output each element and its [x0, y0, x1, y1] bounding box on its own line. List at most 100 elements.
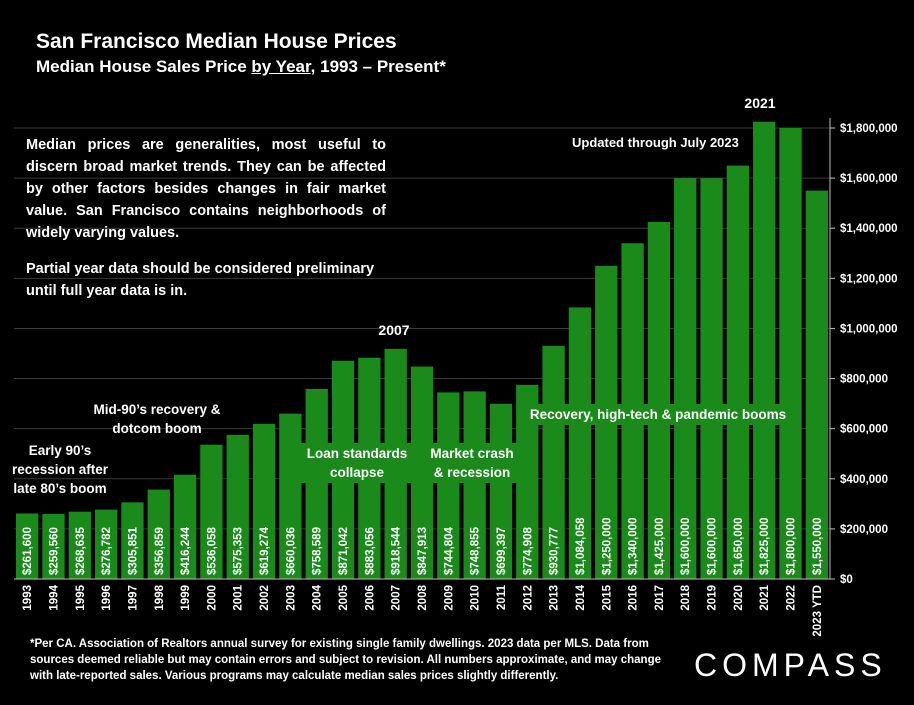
bar	[173, 474, 197, 579]
x-tick-label: 2002	[259, 585, 271, 611]
x-tick-label: 2009	[443, 585, 455, 611]
bar-value-label: $883,056	[364, 527, 376, 575]
bar-value-label: $356,859	[154, 527, 166, 575]
x-tick-label: 2012	[522, 585, 534, 611]
x-tick-label: 2011	[496, 584, 508, 610]
x-tick-label: 2001	[233, 584, 245, 610]
bar	[252, 423, 276, 579]
bar	[700, 178, 723, 579]
bar-value-label: $744,804	[443, 526, 455, 575]
bar	[226, 434, 249, 579]
chart-subtitle: Median House Sales Price by Year, 1993 –…	[36, 57, 446, 77]
y-tick-label: $800,000	[840, 374, 888, 386]
y-tick-label: $1,600,000	[840, 173, 898, 185]
compass-logo: COMPASS	[694, 647, 887, 683]
y-tick-label: $400,000	[840, 474, 888, 486]
bar	[463, 391, 486, 579]
bar-value-label: $847,913	[417, 527, 429, 575]
bar-value-label: $918,544	[391, 526, 403, 575]
y-tick-label: $200,000	[840, 524, 888, 536]
bar	[647, 221, 671, 580]
bar	[753, 121, 776, 579]
footnote: *Per CA. Association of Realtors annual …	[30, 638, 661, 682]
bar-value-label: $758,589	[312, 527, 324, 575]
bar-value-label: $1,550,000	[812, 517, 824, 575]
x-tick-label: 2020	[733, 585, 745, 611]
bar-value-label: $930,777	[549, 527, 561, 575]
bar-value-label: $774,908	[522, 526, 534, 575]
callout-peak-2007: 2007	[378, 322, 410, 338]
x-tick-label: 2023 YTD	[812, 585, 824, 637]
y-tick-label: $1,000,000	[840, 323, 898, 335]
bar-value-label: $1,084,058	[575, 517, 587, 575]
x-tick-label: 2019	[707, 585, 719, 611]
x-tick-label: 1997	[127, 585, 139, 611]
bar-value-label: $1,425,000	[654, 517, 666, 575]
x-tick-label: 2006	[364, 585, 376, 611]
note-partial: Partial year data should be considered p…	[26, 261, 375, 299]
bar-value-label: $1,600,000	[707, 517, 719, 575]
y-tick-label: $1,400,000	[840, 223, 898, 235]
bar	[42, 513, 65, 579]
x-tick-label: 2010	[470, 585, 482, 611]
x-tick-label: 2004	[312, 584, 324, 610]
x-tick-label: 2022	[786, 585, 798, 611]
bar	[516, 384, 539, 579]
bar	[94, 509, 118, 579]
bar	[305, 388, 328, 579]
bar	[410, 366, 434, 579]
bar	[121, 502, 144, 579]
bar	[200, 444, 223, 579]
bar	[437, 392, 460, 579]
bar-value-label: $276,782	[101, 527, 113, 575]
y-tick-label: $0	[840, 574, 853, 586]
x-tick-label: 2021	[759, 584, 771, 610]
bar-value-label: $871,042	[338, 527, 350, 575]
bar	[726, 165, 750, 580]
bar-value-label: $268,635	[75, 526, 87, 575]
bar-value-label: $699,397	[496, 527, 508, 575]
x-tick-label: 2017	[654, 585, 666, 611]
x-tick-label: 1998	[154, 584, 166, 610]
bar-value-label: $1,600,000	[680, 517, 692, 575]
bar-value-label: $261,600	[22, 527, 34, 575]
x-tick-label: 2000	[206, 585, 218, 611]
x-tick-label: 2008	[417, 584, 429, 610]
x-tick-label: 1996	[101, 585, 113, 611]
x-tick-label: 2014	[575, 584, 587, 610]
chart-title: San Francisco Median House Prices	[36, 30, 397, 53]
callout-loan-standards: Loan standards collapse	[300, 443, 414, 483]
bar	[147, 489, 170, 579]
bar-value-label: $619,274	[259, 526, 271, 575]
bar-value-label: $1,800,000	[786, 517, 798, 575]
bar-value-label: $660,036	[285, 527, 297, 575]
x-tick-label: 2005	[338, 584, 350, 610]
bar	[674, 178, 697, 579]
bar	[68, 511, 91, 579]
x-tick-label: 2015	[601, 584, 613, 610]
bar-value-label: $575,353	[233, 527, 245, 575]
x-tick-label: 2016	[628, 585, 640, 611]
x-tick-label: 2018	[680, 584, 692, 610]
x-tick-label: 1995	[75, 584, 87, 610]
x-tick-label: 1994	[48, 584, 60, 610]
x-tick-label: 2013	[549, 585, 561, 611]
x-tick-label: 1999	[180, 585, 192, 611]
bar-value-label: $748,855	[470, 526, 482, 575]
bar-value-label: $305,851	[127, 526, 139, 575]
callout-market-crash: Market crash & recession	[425, 443, 519, 483]
subtitle-suffix: , 1993 – Present*	[310, 57, 446, 76]
bar-value-label: $536,058	[206, 526, 218, 575]
bar-value-label: $1,250,000	[601, 517, 613, 575]
y-tick-label: $1,200,000	[840, 273, 898, 285]
bar	[805, 190, 828, 579]
bar-value-label: $259,560	[48, 527, 60, 575]
x-tick-label: 2003	[285, 585, 297, 611]
x-tick-label: 2007	[391, 585, 403, 611]
x-tick-label: 1993	[22, 585, 34, 611]
bar-value-label: $1,825,000	[759, 517, 771, 575]
bar	[779, 128, 802, 579]
callout-mid-90s: Mid-90’s recovery & dotcom boom	[93, 402, 221, 436]
callout-peak-2021: 2021	[744, 95, 776, 111]
